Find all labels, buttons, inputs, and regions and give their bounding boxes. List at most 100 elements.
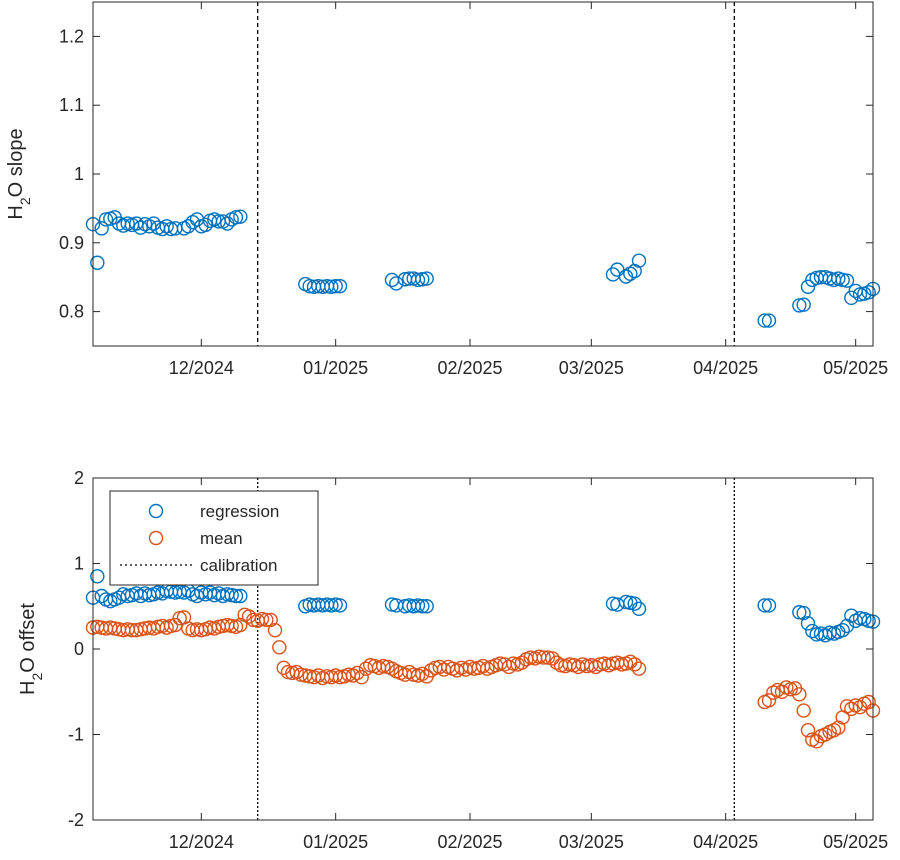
data-point [839,618,855,634]
legend-marker [148,530,164,546]
data-point [831,720,846,735]
panel-2: -2 -1 0 1 2 12/2024 01/2025 02/2025 03/2025 04/20… [17,468,888,852]
data-point [189,588,205,604]
data-point [276,660,291,676]
data-point [627,596,642,611]
x-tick-label: 03/2025 [559,358,624,378]
x-tick-label: 05/2025 [823,832,888,852]
x-tick-label: 02/2025 [437,832,502,852]
x-tick-label: 02/2025 [437,358,502,378]
legend: regression mean calibration [109,490,319,586]
data-point [627,263,642,279]
data-point [98,212,114,227]
data-point [631,253,647,268]
data-point [328,278,343,294]
data-point [410,272,426,288]
data-point [389,276,404,291]
data-point [263,612,278,628]
x-tick-label: 01/2025 [303,358,368,378]
data-point [384,272,400,288]
data-point [757,313,772,328]
data-point [774,684,790,699]
x-tick-label: 03/2025 [559,832,624,852]
x-tick-label: 12/2024 [169,358,234,378]
data-point [350,665,365,681]
data-point [852,287,868,302]
data-point [796,605,811,621]
y-axis-label: H2O slope [5,128,33,219]
axes-box [92,1,874,347]
data-point [631,601,647,617]
y-tick-label: -1 [68,725,84,745]
series-s0 [85,209,881,328]
x-tick-label: 12/2024 [169,832,234,852]
data-point [90,569,105,584]
data-point [761,598,777,613]
data-point [354,670,369,685]
data-point [233,209,248,224]
data-point [501,659,517,675]
data-point [228,210,244,225]
data-point [233,588,248,604]
data-point [142,219,157,234]
y-tick-label: 0.9 [59,233,84,253]
data-point [761,693,777,708]
legend-box [109,490,319,586]
data-point [835,622,850,638]
data-point [844,290,859,306]
data-point [419,271,434,286]
data-point [844,701,859,717]
legend-marker [148,503,164,519]
data-point [514,655,530,670]
data-point [90,255,105,270]
y-tick-label: 2 [74,468,84,488]
data-point [94,588,109,604]
data-point [631,661,647,676]
data-point [839,273,855,288]
data-point [861,285,876,300]
y-axis-label: H2O offset [17,603,45,695]
data-point [796,297,811,312]
data-point [332,278,348,294]
y-tick-label: 0 [74,639,84,659]
y-tick-label: 1.2 [59,26,84,46]
data-point [805,623,820,639]
data-point [757,598,772,613]
data-point [415,599,430,614]
data-point [627,657,642,672]
y-tick-label: 1 [74,554,84,574]
series-mean [85,607,881,749]
data-point [800,279,816,295]
data-point [852,699,868,715]
panel-1: 0.8 0.9 1 1.1 1.2 12/2024 01/2025 02/2025 03/202… [5,1,888,378]
x-tick-label: 01/2025 [303,832,368,852]
data-point [272,640,287,655]
data-point [228,588,244,604]
data-point [111,590,127,605]
y-tick-label: 0.8 [59,302,84,322]
x-tick-label: 04/2025 [693,358,758,378]
data-point [792,298,807,313]
data-point [761,313,777,328]
y-tick-label: 1.1 [59,95,84,115]
data-point [133,220,148,235]
data-point [792,687,807,702]
data-point [800,616,816,631]
x-tick-label: 05/2025 [823,358,888,378]
data-point [267,622,283,638]
data-point [233,617,248,633]
legend-label: mean [200,529,243,548]
data-point [610,262,625,277]
data-point [796,703,811,718]
data-point [324,279,339,295]
data-point [332,598,348,613]
legend-label: calibration [200,556,278,575]
data-point [861,694,876,710]
data-point [94,221,109,236]
y-tick-label: 1 [74,164,84,184]
data-point [419,599,434,614]
data-point [536,650,551,665]
data-point [800,723,816,738]
